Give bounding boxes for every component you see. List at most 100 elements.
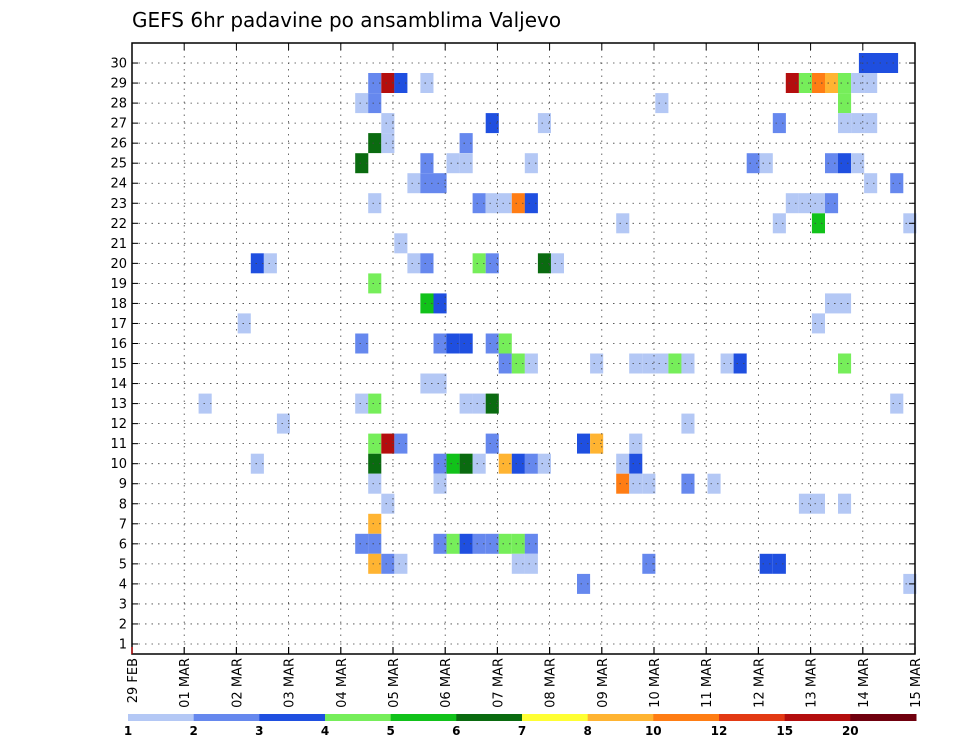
heatmap-cell: [511, 533, 525, 554]
heatmap-cell: [537, 113, 551, 134]
heatmap-cell: [577, 573, 591, 594]
heatmap-cell: [864, 173, 878, 194]
heatmap-cell: [263, 253, 277, 274]
heatmap-cell: [498, 193, 512, 214]
heatmap-cell: [381, 113, 395, 134]
x-tick-label: 15 MAR: [909, 658, 924, 708]
heatmap-cell: [498, 533, 512, 554]
colorbar: 1 2 3 4 5 6 7 8 10 12 15 20: [124, 714, 917, 738]
heatmap-cell: [355, 393, 369, 414]
heatmap-cell: [407, 173, 421, 194]
x-tick-label: 13 MAR: [805, 658, 820, 708]
heatmap-cell: [368, 533, 382, 554]
heatmap-cell: [394, 73, 408, 93]
x-tick-label: 29 FEB: [126, 658, 141, 703]
heatmap-cell: [851, 153, 865, 174]
x-tick-label: 12 MAR: [752, 658, 767, 708]
heatmap-cell: [524, 533, 538, 554]
y-tick-label: 13: [110, 397, 127, 412]
heatmap-cell: [642, 473, 656, 494]
plot-frame: [131, 42, 916, 655]
colorbar-swatch: [390, 714, 457, 721]
y-tick-label: 16: [110, 337, 127, 352]
heatmap-cell: [381, 493, 395, 514]
heatmap-cell: [524, 453, 538, 474]
heatmap-cell: [368, 273, 382, 294]
heatmap-cell: [368, 133, 382, 154]
heatmap-cell: [642, 353, 656, 374]
heatmap-cell: [825, 193, 839, 214]
heatmap-cell: [616, 213, 630, 234]
colorbar-swatch: [587, 714, 654, 721]
heatmap-cell: [629, 433, 643, 454]
y-tick-label: 26: [110, 137, 127, 152]
heatmap-cell: [420, 293, 434, 314]
heatmap-cell: [472, 193, 486, 214]
y-tick-label: 5: [119, 557, 127, 572]
x-axis-labels: 29 FEB 01 MAR 02 MAR 03 MAR 04 MAR 05 MAR 06 M…: [126, 658, 924, 708]
heatmap-cell: [433, 373, 447, 394]
colorbar-label: 3: [255, 724, 263, 738]
y-tick-label: 23: [110, 197, 127, 212]
heatmap-cell: [590, 433, 604, 454]
y-tick-label: 11: [110, 437, 127, 452]
heatmap-cell: [550, 253, 564, 274]
heatmap-cell: [459, 533, 473, 554]
heatmap-cell: [407, 253, 421, 274]
heatmap-cell: [276, 413, 290, 434]
heatmap-cell: [459, 133, 473, 154]
y-tick-label: 22: [110, 217, 127, 232]
heatmap-cell: [733, 353, 747, 374]
heatmap-cell: [838, 353, 852, 374]
heatmap-cell: [885, 53, 899, 73]
heatmap-cell: [668, 353, 682, 374]
y-tick-label: 29: [110, 77, 127, 92]
heatmap-cell: [811, 73, 825, 93]
heatmap-cell: [420, 173, 434, 194]
heatmap-cell: [459, 333, 473, 354]
y-tick-label: 6: [119, 537, 127, 552]
heatmap-cell: [355, 533, 369, 554]
y-tick-label: 21: [110, 237, 127, 252]
heatmap-cell: [825, 153, 839, 174]
heatmap-cell: [446, 533, 460, 554]
heatmap-cell: [433, 533, 447, 554]
heatmap-cell: [890, 393, 904, 414]
heatmap-cell: [394, 233, 408, 254]
x-tick-label: 05 MAR: [387, 658, 402, 708]
heatmap-cell: [381, 553, 395, 574]
heatmap-cell: [681, 413, 695, 434]
y-tick-label: 9: [119, 477, 127, 492]
y-tick-label: 20: [110, 257, 127, 272]
heatmap-cell: [655, 93, 669, 114]
heatmap-cell: [537, 453, 551, 474]
heatmap-cell: [838, 493, 852, 514]
colorbar-label: 5: [387, 724, 395, 738]
y-tick-label: 28: [110, 97, 127, 112]
y-axis-labels: 1234567891011121314151617181920212223242…: [110, 57, 127, 653]
colorbar-swatch: [128, 714, 195, 721]
heatmap-cell: [858, 53, 872, 73]
x-tick-label: 14 MAR: [857, 658, 872, 708]
heatmap-cell: [629, 353, 643, 374]
heatmap-cell: [368, 453, 382, 474]
y-tick-label: 14: [110, 377, 127, 392]
heatmap-cell: [871, 53, 885, 73]
heatmap-cell: [851, 73, 865, 93]
heatmap-cell: [655, 353, 669, 374]
heatmap-cell: [890, 173, 904, 194]
heatmap-cell: [485, 533, 499, 554]
heatmap-cell: [446, 453, 460, 474]
heatmap-cell: [472, 253, 486, 274]
x-tick-label: 11 MAR: [700, 658, 715, 708]
colorbar-label: 15: [776, 724, 793, 738]
x-tick-label: 06 MAR: [439, 658, 454, 708]
heatmap-cell: [811, 313, 825, 334]
colorbar-swatch: [522, 714, 589, 721]
heatmap-cell: [825, 73, 839, 93]
heatmap-cell: [681, 353, 695, 374]
heatmap-cell: [720, 353, 734, 374]
heatmap-cell: [759, 153, 773, 174]
heatmap-cell: [772, 213, 786, 234]
heatmap-cell: [511, 353, 525, 374]
